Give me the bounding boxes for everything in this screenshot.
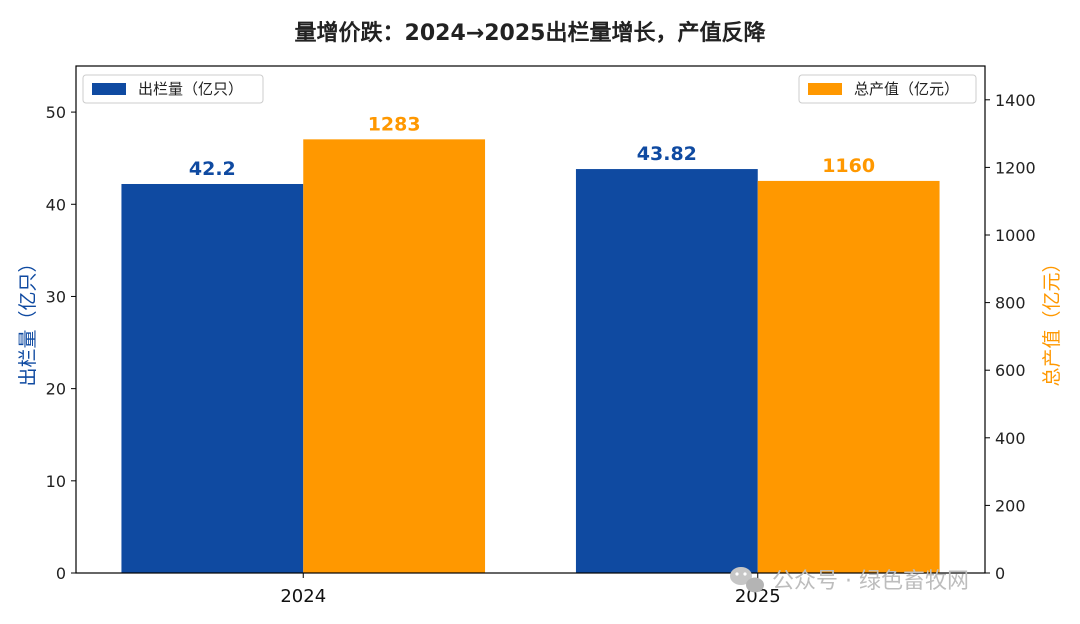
value-label-value-2025: 1160: [822, 155, 875, 177]
y-right-tick-label-1200: 1200: [995, 158, 1036, 177]
y-axis-left-label: 出栏量（亿只）: [17, 253, 39, 386]
y-left-tick-label-10: 10: [46, 472, 66, 491]
value-labels-layer: 42.2 1283 43.82 1160: [189, 113, 875, 180]
left-axis: 0 10 20 30 40 50: [46, 103, 76, 583]
y-axis-right-label: 总产值（亿元）: [1041, 253, 1063, 386]
legend-left-swatch: [92, 83, 126, 95]
y-right-tick-label-0: 0: [995, 564, 1005, 583]
legend-left-label: 出栏量（亿只）: [138, 80, 243, 98]
watermark-text: 公众号 · 绿色畜牧网: [772, 569, 969, 594]
y-right-tick-label-800: 800: [995, 294, 1026, 313]
y-right-tick-label-600: 600: [995, 361, 1026, 380]
legend-right: 总产值（亿元）: [798, 74, 977, 104]
legend-left: 出栏量（亿只）: [82, 74, 264, 104]
y-right-tick-label-1400: 1400: [995, 91, 1036, 110]
value-label-output-2025: 43.82: [637, 143, 697, 165]
legend-right-box: [798, 74, 977, 104]
legend-right-label: 总产值（亿元）: [854, 80, 959, 98]
bar-output-2025: [575, 169, 758, 573]
bar-output-2024: [121, 183, 304, 573]
y-left-tick-label-20: 20: [46, 380, 66, 399]
y-right-tick-label-400: 400: [995, 429, 1026, 448]
x-axis: 2024 2025: [280, 573, 781, 607]
y-left-tick-label-30: 30: [46, 287, 66, 306]
y-right-tick-label-1000: 1000: [995, 226, 1036, 245]
plot-frame: [75, 65, 986, 574]
legend-right-swatch: [808, 83, 842, 95]
wechat-icon: [730, 567, 764, 593]
y-left-tick-label-40: 40: [46, 195, 66, 214]
x-tick-label-2025: 2025: [735, 586, 781, 607]
value-label-value-2024: 1283: [368, 113, 421, 135]
bar-value-2024: [303, 139, 486, 573]
y-left-tick-label-0: 0: [56, 564, 66, 583]
value-label-output-2024: 42.2: [189, 158, 236, 180]
legend-left-box: [82, 74, 264, 104]
right-axis: 0 200 400 600 800 1000 1200 1400: [985, 91, 1036, 583]
y-left-tick-label-50: 50: [46, 103, 66, 122]
bar-value-2025: [757, 180, 940, 574]
bars-layer: [121, 139, 940, 574]
y-right-tick-label-200: 200: [995, 496, 1026, 515]
chart-title: 量增价跌：2024→2025出栏量增长，产值反降: [295, 20, 767, 46]
x-tick-label-2024: 2024: [280, 586, 326, 607]
watermark: 公众号 · 绿色畜牧网: [730, 567, 969, 594]
